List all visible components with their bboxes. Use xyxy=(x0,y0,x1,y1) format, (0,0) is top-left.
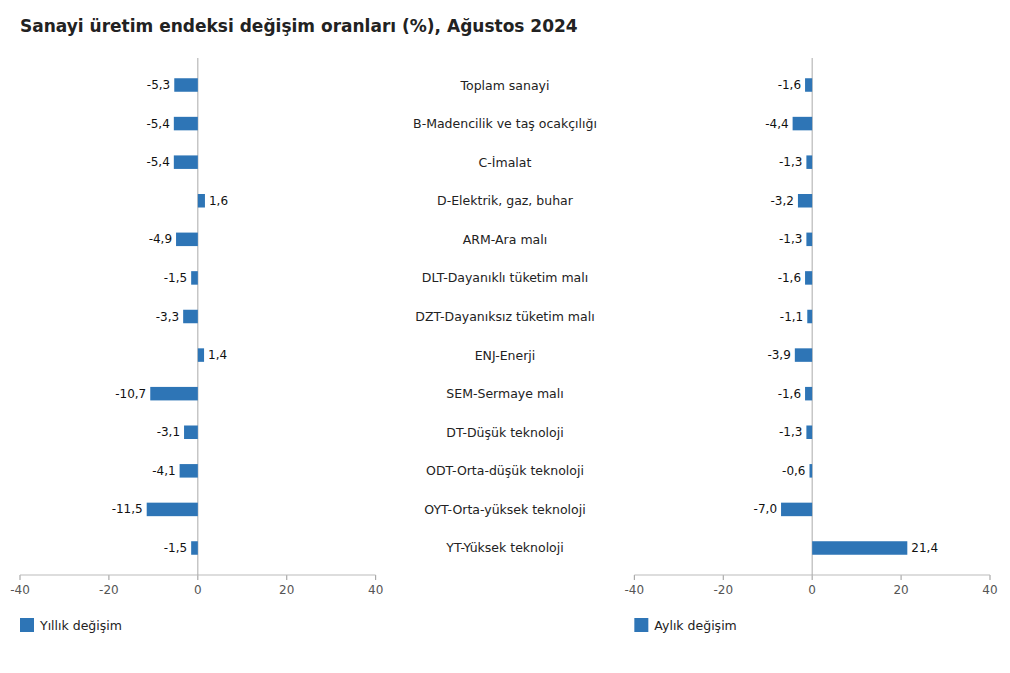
legend: Aylık değişim xyxy=(634,618,736,633)
tick-label: -40 xyxy=(10,583,30,597)
data-label: -3,1 xyxy=(157,425,180,439)
bar xyxy=(806,425,812,439)
category-label: ARM-Ara malı xyxy=(463,232,547,247)
data-label: -5,4 xyxy=(146,155,169,169)
bar xyxy=(781,503,812,517)
bar xyxy=(184,425,198,439)
data-label: 21,4 xyxy=(911,541,938,555)
tick-label: -20 xyxy=(99,583,119,597)
data-label: -10,7 xyxy=(115,387,146,401)
tick-label: 20 xyxy=(279,583,294,597)
panel: -40 -20 0 20 40 -5,3 -5,4 -5,4 1,6 -4,9 -1,5 -3,3 1,… xyxy=(10,58,383,633)
data-label: -1,3 xyxy=(779,155,802,169)
bar xyxy=(150,387,198,401)
tick-label: 0 xyxy=(194,583,202,597)
tick-mark xyxy=(197,575,198,580)
tick-mark xyxy=(375,575,376,580)
legend-swatch xyxy=(20,618,34,632)
data-label: -0,6 xyxy=(782,464,805,478)
data-label: -11,5 xyxy=(112,502,143,516)
bar xyxy=(807,310,812,324)
category-label: Toplam sanayi xyxy=(459,78,549,93)
data-label: -1,1 xyxy=(780,310,803,324)
bar xyxy=(174,78,198,92)
bar xyxy=(806,233,812,247)
bar xyxy=(805,78,812,92)
data-label: 1,6 xyxy=(209,194,228,208)
category-label: ODT-Orta-düşük teknoloji xyxy=(426,463,584,478)
data-label: -4,9 xyxy=(149,232,172,246)
bar xyxy=(183,310,198,324)
bar xyxy=(805,271,812,285)
bar xyxy=(174,117,198,131)
bars xyxy=(147,78,205,554)
bar xyxy=(798,194,812,208)
data-label: -3,2 xyxy=(771,194,794,208)
bar xyxy=(795,348,812,362)
data-label: -3,9 xyxy=(767,348,790,362)
tick-label: 40 xyxy=(982,583,997,597)
data-label: -1,5 xyxy=(164,541,187,555)
tick-label: 20 xyxy=(893,583,908,597)
category-label: C-İmalat xyxy=(479,155,532,170)
category-label: SEM-Sermaye malı xyxy=(446,386,563,401)
data-labels: -1,6 -4,4 -1,3 -3,2 -1,3 -1,6 -1,1 -3,9 -1,6 -1,3… xyxy=(754,78,938,555)
category-label: ENJ-Enerji xyxy=(475,348,536,363)
data-label: -1,3 xyxy=(779,232,802,246)
data-label: -5,3 xyxy=(147,78,170,92)
data-label: -1,3 xyxy=(779,425,802,439)
legend-label: Aylık değişim xyxy=(654,618,736,633)
chart: Sanayi üretim endeksi değişim oranları (… xyxy=(0,0,1010,673)
bar xyxy=(147,503,198,517)
category-label: DT-Düşük teknoloji xyxy=(446,425,563,440)
data-label: -1,6 xyxy=(778,387,801,401)
tick-mark xyxy=(990,575,991,580)
data-label: -7,0 xyxy=(754,502,777,516)
category-label: DLT-Dayanıklı tüketim malı xyxy=(422,270,588,285)
tick-mark xyxy=(723,575,724,580)
tick-mark xyxy=(20,575,21,580)
bar xyxy=(176,233,198,247)
data-label: 1,4 xyxy=(208,348,227,362)
panel: -40-2002040-1,6-4,4-1,3-3,2-1,3-1,6-1,1-… xyxy=(625,58,998,633)
tick-mark xyxy=(901,575,902,580)
tick-mark xyxy=(108,575,109,580)
data-labels: -5,3 -5,4 -5,4 1,6 -4,9 -1,5 -3,3 1,4 -10,7 -3,1 -… xyxy=(112,78,228,555)
bar xyxy=(805,387,812,401)
data-label: -3,3 xyxy=(156,310,179,324)
bar xyxy=(806,155,812,169)
data-label: -5,4 xyxy=(146,117,169,131)
category-labels: Toplam sanayi B-Madencilik ve taş ocakçıl… xyxy=(413,78,597,556)
tick-label: -40 xyxy=(625,583,645,597)
bar xyxy=(180,464,198,478)
data-label: -1,6 xyxy=(778,271,801,285)
legend-label: Yıllık değişim xyxy=(39,618,122,633)
bar xyxy=(191,271,198,285)
bar xyxy=(174,155,198,169)
title: Sanayi üretim endeksi değişim oranları (… xyxy=(20,16,578,36)
category-label: D-Elektrik, gaz, buhar xyxy=(437,193,574,208)
bar xyxy=(812,541,907,555)
bar xyxy=(198,348,204,362)
tick-label: -20 xyxy=(713,583,733,597)
legend: Yıllık değişim xyxy=(20,618,122,633)
tick-mark xyxy=(812,575,813,580)
tick-label: 40 xyxy=(368,583,383,597)
tick-mark xyxy=(634,575,635,580)
category-label: B-Madencilik ve taş ocakçılığı xyxy=(413,116,597,131)
bar xyxy=(191,541,198,555)
bar xyxy=(809,464,812,478)
data-label: -4,4 xyxy=(765,117,788,131)
category-label: YT-Yüksek teknoloji xyxy=(445,540,563,555)
data-label: -4,1 xyxy=(152,464,175,478)
tick-label: 0 xyxy=(808,583,816,597)
category-label: DZT-Dayanıksız tüketim malı xyxy=(415,309,594,324)
bar xyxy=(793,117,813,131)
data-label: -1,6 xyxy=(778,78,801,92)
category-label: OYT-Orta-yüksek teknoloji xyxy=(424,502,585,517)
tick-mark xyxy=(286,575,287,580)
legend-swatch xyxy=(634,618,648,632)
bar xyxy=(198,194,205,208)
data-label: -1,5 xyxy=(164,271,187,285)
